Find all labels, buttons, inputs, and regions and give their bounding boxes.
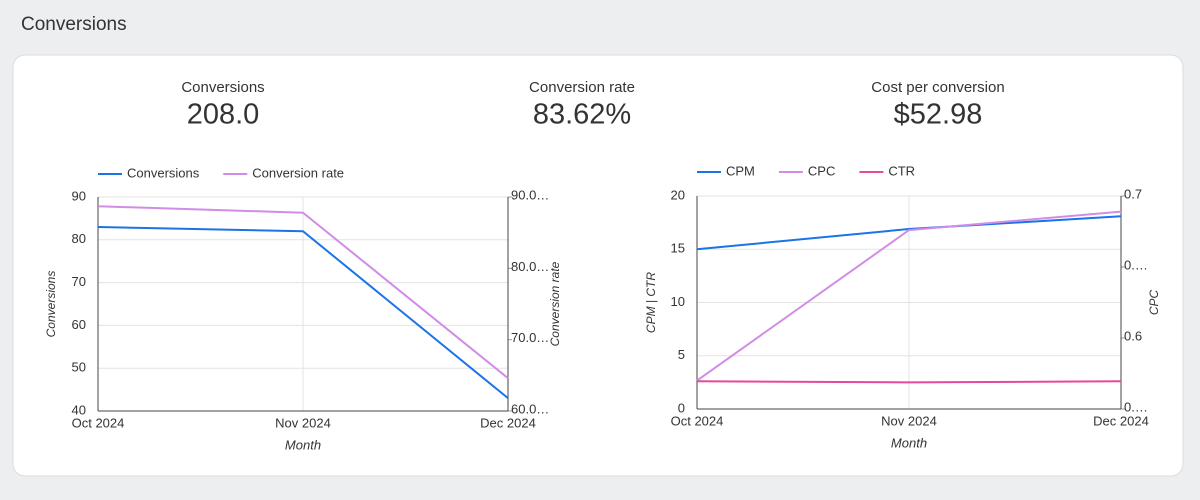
legend-label: CPC xyxy=(808,163,835,178)
legend-label: CPM xyxy=(726,163,755,178)
series-line xyxy=(696,215,1122,251)
y2-tick-label: 90.0… xyxy=(511,187,549,202)
x-axis-title: Month xyxy=(285,437,321,452)
scorecard-label: Conversion rate xyxy=(529,79,635,96)
y2-tick-label: 80.0… xyxy=(511,259,549,274)
y2-tick-label: 0.6 xyxy=(1124,328,1142,343)
scorecard-label: Conversions xyxy=(181,79,264,96)
x-axis-title: Month xyxy=(891,435,927,450)
y-tick-label: 15 xyxy=(671,241,685,256)
series-line xyxy=(97,225,509,399)
y2-tick-label: 0.… xyxy=(1124,257,1148,272)
x-tick-label: Nov 2024 xyxy=(275,415,331,430)
legend-label: Conversion rate xyxy=(252,165,344,180)
y-tick-label: 90 xyxy=(72,188,86,203)
x-tick-label: Dec 2024 xyxy=(480,415,536,430)
y-tick-label: 5 xyxy=(678,347,685,362)
scorecard-label: Cost per conversion xyxy=(871,79,1004,96)
y-tick-label: 40 xyxy=(72,402,86,417)
y2-axis-title: CPC xyxy=(1147,290,1161,316)
y-tick-label: 80 xyxy=(72,231,86,246)
x-tick-label: Oct 2024 xyxy=(72,415,125,430)
x-tick-label: Oct 2024 xyxy=(671,413,724,428)
section-title: Conversions xyxy=(21,14,127,35)
y-axis-title: Conversions xyxy=(44,271,58,338)
series-line xyxy=(97,205,509,379)
legend-label: CTR xyxy=(888,163,915,178)
y-tick-label: 50 xyxy=(72,360,86,375)
scorecard-value: 83.62% xyxy=(533,99,631,131)
y-tick-label: 60 xyxy=(72,317,86,332)
scorecard-value: $52.98 xyxy=(894,99,983,131)
scorecard-value: 208.0 xyxy=(187,99,260,131)
y-tick-label: 70 xyxy=(72,274,86,289)
x-tick-label: Dec 2024 xyxy=(1093,413,1149,428)
y2-tick-label: 0.7 xyxy=(1124,186,1142,201)
card xyxy=(12,54,1184,477)
series-line xyxy=(696,210,1122,382)
y2-axis-title: Conversion rate xyxy=(548,261,562,346)
y-tick-label: 0 xyxy=(678,400,685,415)
y-axis-title: CPM | CTR xyxy=(644,272,658,333)
y2-tick-label: 60.0… xyxy=(511,401,549,416)
legend-label: Conversions xyxy=(127,165,200,180)
y2-tick-label: 70.0… xyxy=(511,330,549,345)
series-line xyxy=(696,380,1122,384)
y2-tick-label: 0.… xyxy=(1124,399,1148,414)
x-tick-label: Nov 2024 xyxy=(881,413,937,428)
y-tick-label: 10 xyxy=(671,294,685,309)
y-tick-label: 20 xyxy=(671,187,685,202)
